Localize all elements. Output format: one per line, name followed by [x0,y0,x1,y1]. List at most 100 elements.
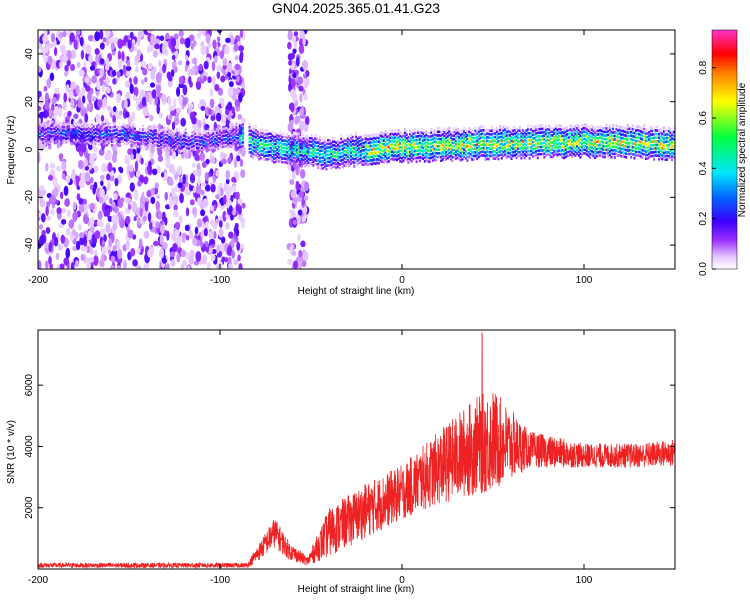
spectrogram-ridge-cell [499,139,502,143]
spectrogram-ridge-cell [228,141,231,145]
spectrogram-ridge-cell [241,119,244,123]
spectrogram-ridge-cell [635,154,638,157]
spectrogram-ridge-cell [497,157,500,161]
spectrogram-ridge-cell [425,148,428,151]
spectrogram-noise-cell [211,248,217,254]
spectrogram-ridge-cell [572,135,575,138]
spectrogram-ridge-cell [333,136,336,140]
spectrogram-ridge-cell [581,145,584,149]
spectrogram-ridge-cell [481,132,484,136]
spectrogram-ridge-cell [590,124,593,128]
spectrogram-ridge-cell [607,140,610,144]
spectrogram-ridge-cell [526,135,529,139]
spectrogram-ridge-cell [607,126,610,130]
spectrogram-ridge-cell [469,131,472,135]
spectrogram-noise-cell [213,204,217,212]
spectrogram-ridge-cell [608,142,611,146]
spectrogram-ridge-cell [323,140,326,144]
spectrogram-ridge-cell [377,151,380,154]
spectrogram-ridge-cell [635,150,638,154]
spectrogram-ridge-cell [99,126,102,130]
spectrogram-ridge-cell [486,153,489,157]
spectrogram-ridge-cell [615,131,618,135]
spectrogram-ridge-cell [114,136,117,139]
spectrogram-noise-cell [89,184,94,191]
spectrogram-ridge-cell [63,140,66,143]
spectrogram-ridge-cell [191,134,194,138]
spectrogram-ridge-cell [464,149,467,153]
spectrogram-noise-cell [103,234,107,243]
spectrogram-noise-cell [78,232,85,239]
spectrogram-ridge-cell [348,149,351,153]
spectrogram-ridge-cell [625,156,628,159]
spectrogram-ridge-cell [613,152,616,156]
spectrogram-ridge-cell [317,151,320,155]
spectrogram-ridge-cell [40,127,43,130]
spectrogram-ridge-cell [223,138,226,141]
spectrogram-ridge-cell [327,160,330,164]
spectrogram-ridge-cell [264,150,267,154]
spectrogram-ridge-cell [307,154,310,157]
spectrogram-ridge-cell [467,137,470,141]
spectrogram-ridge-cell [61,121,64,125]
spectrogram-noise-cell [210,156,216,164]
spectrogram-noise-cell [78,198,84,205]
spectrogram-noise-cell [56,142,61,149]
spectrogram-ridge-cell [76,125,79,128]
spectrogram-ridge-cell [499,143,502,146]
spectrogram-ridge-cell [284,153,287,157]
spectrogram-ridge-cell [391,132,394,136]
spectrogram-ridge-cell [350,162,353,165]
spectrogram-noise-cell [200,209,206,217]
spectrogram-noise-cell [298,120,305,131]
spectrogram-noise-cell [220,158,227,165]
spectrogram-ridge-cell [639,126,642,130]
spectrogram-ridge-cell [101,140,104,143]
spectrogram-ridge-cell [569,146,572,149]
spectrogram-ridge-cell [271,134,274,138]
spectrogram-ridge-cell [114,139,117,143]
spectrogram-ridge-cell [572,149,575,153]
spectrogram-ridge-cell [438,148,441,152]
spectrogram-ridge-cell [330,152,333,156]
spectrogram-ridge-cell [71,127,74,131]
spectrogram-noise-cell [99,42,105,50]
spectrogram-ridge-cell [250,129,253,133]
spectrogram-ridge-cell [276,137,279,141]
spectrogram-noise-cell [236,241,241,251]
spectrogram-ridge-cell [364,151,367,155]
spectrogram-ridge-cell [528,135,531,139]
spectrogram-ridge-cell [507,140,510,144]
spectrogram-ridge-cell [459,133,462,137]
spectrogram-ridge-cell [441,154,444,158]
spectrogram-ridge-cell [269,136,272,139]
spectrogram-ridge-cell [182,138,185,141]
spectrogram-ridge-cell [38,126,40,130]
spectrogram-ridge-cell [594,138,597,142]
spectrogram-ridge-cell [636,136,639,139]
spectrogram-ridge-cell [194,128,197,132]
spectrogram-ridge-cell [413,128,416,131]
spectrogram-ridge-cell [659,131,662,135]
spectrogram-ridge-cell [199,129,202,133]
spectrogram-ridge-cell [73,139,76,142]
spectrogram-noise-cell [292,260,299,269]
spectrogram-noise-cell [68,90,74,100]
spectrogram-noise-cell [234,63,241,71]
spectrogram-noise-cell [100,228,106,236]
spectrogram-ridge-cell [522,147,525,150]
spectrogram-ridge-cell [361,163,364,166]
spectrogram-ridge-cell [654,150,657,154]
spectrogram-ridge-cell [599,125,602,128]
spectrogram-ridge-cell [263,158,266,162]
spectrogram-ridge-cell [307,143,310,147]
colorbar-label: Normalized spectral amplitude [737,82,748,217]
spectrogram-ridge-cell [299,146,302,150]
spectrogram-ridge-cell [597,133,600,136]
spectrogram-ridge-cell [318,135,321,138]
spectrogram-ridge-cell [101,125,104,129]
spectrogram-ridge-cell [639,133,642,137]
spectrogram-ridge-cell [199,133,202,136]
spectrogram-noise-cell [142,215,147,222]
